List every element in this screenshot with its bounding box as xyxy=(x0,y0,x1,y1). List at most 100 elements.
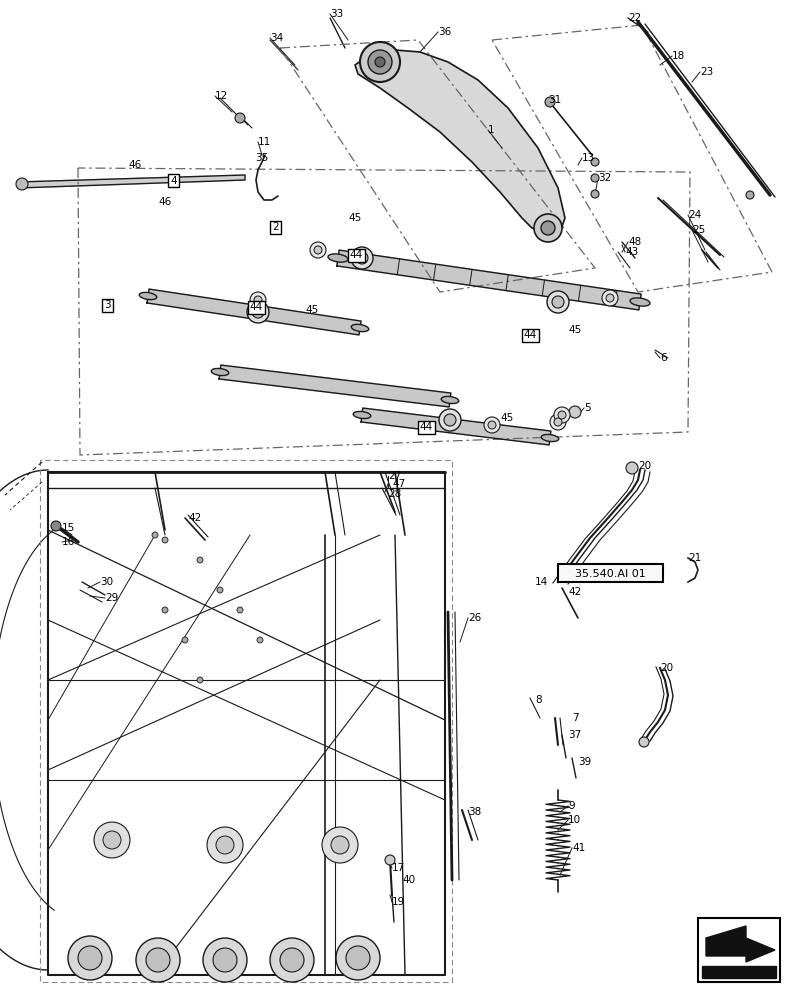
Text: 8: 8 xyxy=(534,695,541,705)
Text: 20: 20 xyxy=(659,663,672,673)
Circle shape xyxy=(146,948,169,972)
Circle shape xyxy=(51,521,61,531)
Circle shape xyxy=(590,190,599,198)
Polygon shape xyxy=(354,50,564,234)
Circle shape xyxy=(217,587,223,593)
Ellipse shape xyxy=(629,298,649,306)
Text: 10: 10 xyxy=(568,815,581,825)
Text: 1: 1 xyxy=(487,125,494,135)
Circle shape xyxy=(257,637,263,643)
Circle shape xyxy=(350,247,372,269)
Circle shape xyxy=(355,252,367,264)
Circle shape xyxy=(182,637,188,643)
Circle shape xyxy=(331,836,349,854)
Text: 32: 32 xyxy=(597,173,611,183)
Text: 42: 42 xyxy=(568,587,581,597)
Circle shape xyxy=(237,607,242,613)
Text: 25: 25 xyxy=(691,225,705,235)
Text: 45: 45 xyxy=(305,305,318,315)
Text: 44: 44 xyxy=(523,330,536,340)
Circle shape xyxy=(384,855,394,865)
Ellipse shape xyxy=(328,254,348,262)
Text: 34: 34 xyxy=(270,33,283,43)
Circle shape xyxy=(625,462,637,474)
Circle shape xyxy=(68,936,112,980)
Text: 26: 26 xyxy=(467,613,481,623)
Circle shape xyxy=(280,948,303,972)
Text: 44: 44 xyxy=(250,302,263,312)
Text: 11: 11 xyxy=(258,137,271,147)
Text: 3: 3 xyxy=(105,300,111,310)
Ellipse shape xyxy=(541,434,558,442)
Text: 14: 14 xyxy=(534,577,547,587)
Text: 45: 45 xyxy=(500,413,513,423)
Circle shape xyxy=(483,417,500,433)
Text: 15: 15 xyxy=(62,523,75,533)
Circle shape xyxy=(557,411,565,419)
Bar xyxy=(168,174,179,187)
Circle shape xyxy=(638,737,648,747)
Circle shape xyxy=(322,827,358,863)
Circle shape xyxy=(590,158,599,166)
Circle shape xyxy=(314,246,322,254)
Circle shape xyxy=(487,421,496,429)
Circle shape xyxy=(549,414,565,430)
Ellipse shape xyxy=(139,292,157,300)
Text: 2: 2 xyxy=(272,223,279,232)
Text: 33: 33 xyxy=(329,9,343,19)
Text: 5: 5 xyxy=(583,403,590,413)
Polygon shape xyxy=(702,966,775,978)
Circle shape xyxy=(78,946,102,970)
Text: 46: 46 xyxy=(128,160,141,170)
Text: 27: 27 xyxy=(388,471,401,481)
Text: 9: 9 xyxy=(568,801,574,811)
Circle shape xyxy=(234,113,245,123)
Circle shape xyxy=(152,532,158,538)
Circle shape xyxy=(439,409,461,431)
Circle shape xyxy=(254,296,262,304)
Text: 48: 48 xyxy=(627,237,641,247)
Polygon shape xyxy=(337,250,641,310)
Circle shape xyxy=(553,418,561,426)
Text: 23: 23 xyxy=(699,67,712,77)
Text: 47: 47 xyxy=(392,479,405,489)
Circle shape xyxy=(375,57,384,67)
Circle shape xyxy=(251,306,264,318)
Circle shape xyxy=(203,938,247,982)
Circle shape xyxy=(103,831,121,849)
Bar xyxy=(270,221,281,234)
Text: 6: 6 xyxy=(659,353,666,363)
Bar xyxy=(697,918,779,982)
Bar xyxy=(521,329,539,342)
Circle shape xyxy=(359,42,400,82)
Circle shape xyxy=(553,407,569,423)
Bar xyxy=(418,421,435,434)
Circle shape xyxy=(367,50,392,74)
Circle shape xyxy=(135,938,180,982)
Bar xyxy=(102,299,114,312)
Text: 41: 41 xyxy=(571,843,585,853)
Text: 43: 43 xyxy=(624,247,637,257)
Text: 17: 17 xyxy=(392,863,405,873)
Bar xyxy=(557,564,663,582)
Text: 29: 29 xyxy=(105,593,118,603)
Circle shape xyxy=(551,296,564,308)
Text: 36: 36 xyxy=(437,27,451,37)
Text: 45: 45 xyxy=(568,325,581,335)
Text: 28: 28 xyxy=(388,489,401,499)
Circle shape xyxy=(544,97,554,107)
Text: 22: 22 xyxy=(627,13,641,23)
Text: 37: 37 xyxy=(568,730,581,740)
Ellipse shape xyxy=(440,396,458,404)
Text: 42: 42 xyxy=(188,513,201,523)
Text: 45: 45 xyxy=(348,213,361,223)
Text: 40: 40 xyxy=(401,875,414,885)
Text: 35: 35 xyxy=(255,153,268,163)
Circle shape xyxy=(569,406,581,418)
Circle shape xyxy=(605,294,613,302)
Circle shape xyxy=(601,290,617,306)
Circle shape xyxy=(247,301,268,323)
Text: 38: 38 xyxy=(467,807,481,817)
Text: 31: 31 xyxy=(547,95,560,105)
Text: 13: 13 xyxy=(581,153,594,163)
